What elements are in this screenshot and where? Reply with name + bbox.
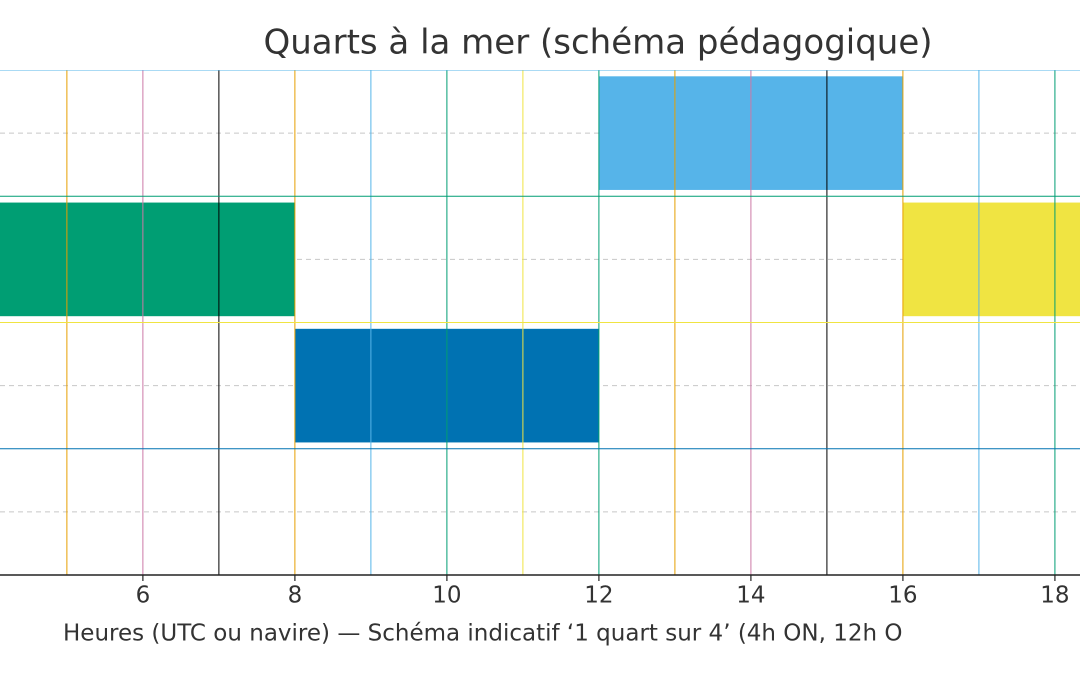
bar (902, 202, 1080, 317)
x-tick-label: 10 (432, 583, 461, 609)
x-tick-label: 16 (888, 583, 917, 609)
x-tick-label: 6 (136, 583, 151, 609)
bar (0, 202, 295, 317)
x-tick-label: 18 (1040, 583, 1069, 609)
x-axis-label: Heures (UTC ou navire) — Schéma indicati… (63, 621, 903, 647)
chart-title: Quarts à la mer (schéma pédagogique) (263, 23, 932, 63)
x-tick-label: 14 (736, 583, 765, 609)
x-tick-label: 12 (584, 583, 613, 609)
x-tick-label: 8 (288, 583, 303, 609)
